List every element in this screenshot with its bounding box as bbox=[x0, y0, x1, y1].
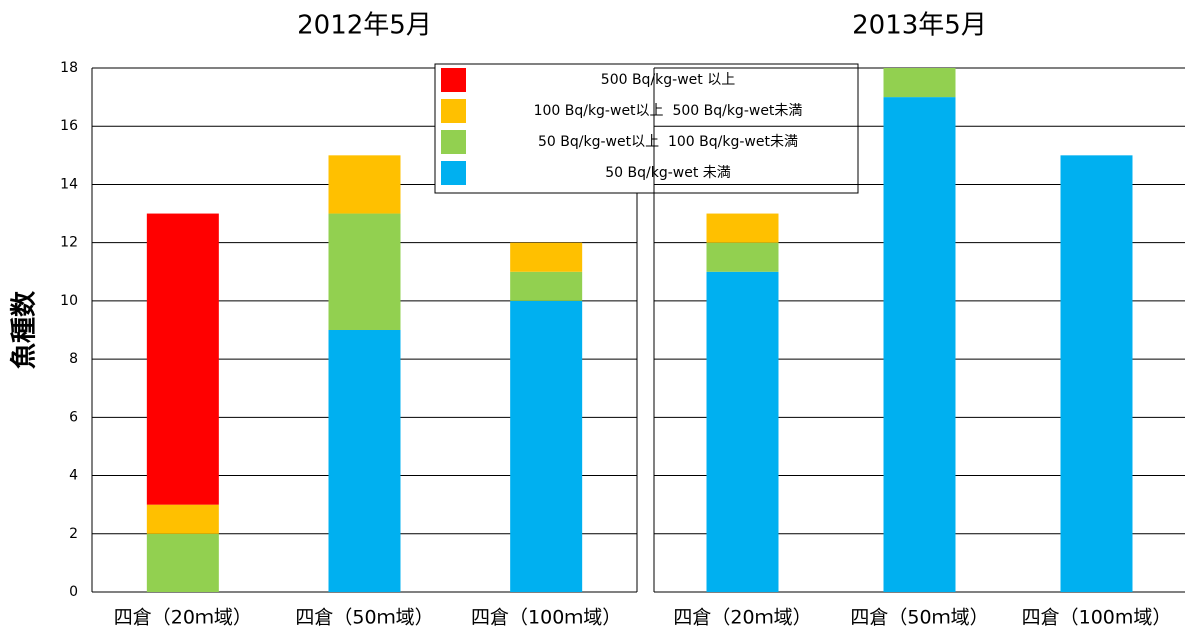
x-tick-label: 四倉（50ｍ域） bbox=[850, 607, 988, 629]
bar-segment bbox=[510, 300, 583, 592]
panel-title: 2013年5月 bbox=[852, 11, 987, 41]
bar-segment bbox=[706, 242, 779, 272]
legend-swatch bbox=[441, 99, 466, 123]
x-tick-label: 四倉（100m域） bbox=[1022, 607, 1172, 629]
legend-box bbox=[434, 63, 859, 194]
bar-segment bbox=[328, 330, 401, 592]
legend-swatch bbox=[441, 161, 466, 185]
legend-swatch bbox=[441, 68, 466, 92]
legend-label: 50 Bq/kg-wet以上 100 Bq/kg-wet未満 bbox=[538, 134, 798, 150]
y-tick-label: 10 bbox=[60, 293, 78, 309]
y-tick-label: 2 bbox=[69, 526, 78, 542]
y-tick-label: 6 bbox=[69, 409, 78, 425]
legend-label: 100 Bq/kg-wet以上 500 Bq/kg-wet未満 bbox=[534, 103, 803, 119]
bar-segment bbox=[883, 97, 956, 592]
x-tick-label: 四倉（100ｍ域） bbox=[471, 607, 621, 629]
bar-segment bbox=[146, 213, 219, 505]
bar-segment bbox=[1060, 155, 1133, 593]
y-tick-label: 4 bbox=[69, 468, 78, 484]
y-axis-label: 魚種数 bbox=[9, 290, 40, 369]
y-tick-label: 14 bbox=[60, 176, 78, 192]
legend-swatch bbox=[441, 130, 466, 154]
x-tick-label: 四倉（20ｍ域） bbox=[114, 607, 252, 629]
y-tick-label: 12 bbox=[60, 235, 78, 251]
bar-segment bbox=[146, 504, 219, 534]
bar-segment bbox=[146, 533, 219, 592]
legend-label: 50 Bq/kg-wet 未満 bbox=[605, 165, 731, 181]
y-tick-label: 16 bbox=[60, 118, 78, 134]
bar-segment bbox=[706, 271, 779, 592]
bar-segment bbox=[328, 213, 401, 330]
bar-segment bbox=[510, 271, 583, 301]
x-tick-label: 四倉（50ｍ域） bbox=[295, 607, 433, 629]
bar-segment bbox=[706, 213, 779, 243]
bar-segment bbox=[510, 242, 583, 272]
y-tick-label: 0 bbox=[69, 584, 78, 600]
legend-label: 500 Bq/kg-wet 以上 bbox=[601, 72, 735, 88]
x-tick-label: 四倉（20ｍ域） bbox=[673, 607, 811, 629]
bar-segment bbox=[883, 68, 956, 98]
bar-segment bbox=[328, 155, 401, 214]
panel-title: 2012年5月 bbox=[297, 11, 432, 41]
y-tick-label: 8 bbox=[69, 351, 78, 367]
y-tick-label: 18 bbox=[60, 60, 78, 76]
